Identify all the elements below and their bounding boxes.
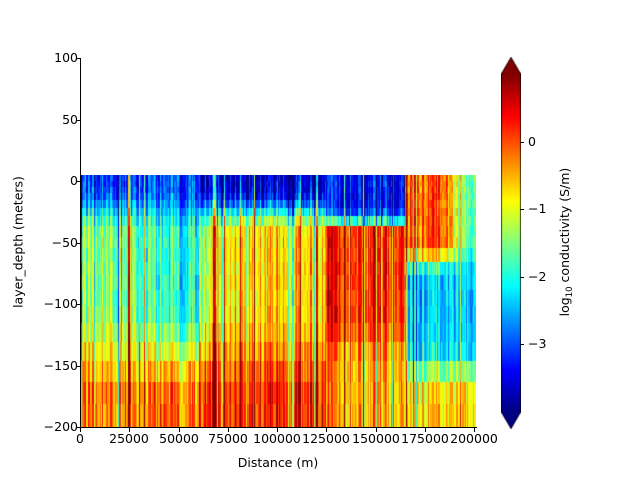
y-tick-label: 0 xyxy=(70,173,78,188)
y-tick-mark xyxy=(76,427,80,428)
y-tick-mark xyxy=(76,304,80,305)
x-tick-mark xyxy=(474,428,475,432)
x-tick-label: 75000 xyxy=(208,431,248,446)
colorbar-tick-label: −2 xyxy=(528,269,547,284)
colorbar-title: log10 conductivity (S/m) xyxy=(557,167,575,317)
colorbar-tick-mark xyxy=(520,209,524,210)
y-axis-spine xyxy=(80,58,81,428)
x-tick-mark xyxy=(179,428,180,432)
x-tick-label: 200000 xyxy=(450,431,498,446)
y-tick-label: −100 xyxy=(43,296,78,311)
colorbar-tick-mark xyxy=(520,142,524,143)
colorbar-tick-mark xyxy=(520,344,524,345)
x-tick-label: 50000 xyxy=(159,431,199,446)
y-tick-mark xyxy=(76,366,80,367)
colorbar-tick-label: −1 xyxy=(528,201,547,216)
y-axis-title: layer_depth (meters) xyxy=(10,176,26,308)
y-tick-label: 50 xyxy=(62,112,78,127)
x-tick-label: 175000 xyxy=(401,431,449,446)
x-axis-title: Distance (m) xyxy=(237,455,319,470)
colorbar xyxy=(501,57,521,429)
x-tick-mark xyxy=(425,428,426,432)
x-tick-label: 0 xyxy=(76,431,84,446)
y-tick-label: −50 xyxy=(51,235,78,250)
y-tick-mark xyxy=(76,243,80,244)
y-tick-mark xyxy=(76,120,80,121)
x-axis-spine xyxy=(80,427,477,428)
y-tick-mark xyxy=(76,58,80,59)
conductivity-heatmap xyxy=(81,175,476,427)
y-tick-label: −200 xyxy=(43,419,78,434)
x-tick-label: 100000 xyxy=(253,431,301,446)
y-tick-label: 100 xyxy=(54,50,78,65)
y-tick-label: −150 xyxy=(43,358,78,373)
x-tick-mark xyxy=(80,428,81,432)
colorbar-tick-label: 0 xyxy=(528,134,536,149)
x-tick-mark xyxy=(277,428,278,432)
colorbar-tick-label: −3 xyxy=(528,336,547,351)
colorbar-tick-mark xyxy=(520,277,524,278)
x-tick-label: 125000 xyxy=(302,431,350,446)
x-tick-mark xyxy=(129,428,130,432)
x-tick-label: 150000 xyxy=(352,431,400,446)
y-tick-mark xyxy=(76,181,80,182)
x-tick-mark xyxy=(376,428,377,432)
x-tick-mark xyxy=(228,428,229,432)
x-tick-mark xyxy=(326,428,327,432)
x-tick-label: 25000 xyxy=(109,431,149,446)
